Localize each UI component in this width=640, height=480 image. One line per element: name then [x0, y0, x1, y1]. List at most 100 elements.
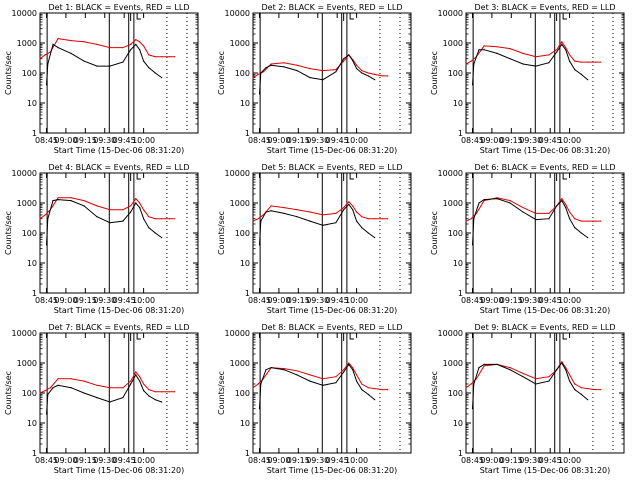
y-tick-label: 10: [453, 259, 463, 268]
chart-title: Det 2: BLACK = Events, RED = LLD: [262, 3, 403, 12]
y-tick-label: 1000: [230, 199, 250, 208]
data-point-events: [260, 72, 262, 74]
data-point-lld: [548, 54, 550, 56]
data-point-lld: [600, 220, 602, 222]
data-point-lld: [470, 218, 472, 220]
data-point-events: [143, 218, 145, 220]
x-tick-label: 08:45: [248, 296, 271, 305]
chart-title: Det 9: BLACK = Events, RED = LLD: [475, 323, 616, 332]
data-point-lld: [122, 209, 124, 211]
x-tick-label: 09:15: [287, 136, 310, 145]
data-point-events: [496, 52, 498, 55]
data-point-lld: [483, 365, 485, 367]
series-line-events: [46, 43, 162, 85]
y-tick-label: 1000: [230, 39, 250, 48]
data-point-lld: [465, 63, 467, 65]
chart-title: Det 4: BLACK = Events, RED = LLD: [49, 163, 190, 172]
data-point-lld: [96, 43, 98, 46]
data-point-lld: [168, 218, 171, 220]
data-point-events: [322, 384, 324, 386]
data-point-lld: [569, 54, 571, 56]
data-point-lld: [161, 218, 163, 220]
data-point-events: [483, 49, 485, 51]
data-point-lld: [356, 374, 358, 376]
x-tick-label: 09:30: [306, 456, 329, 465]
data-point-events: [96, 216, 98, 218]
data-point-lld: [309, 68, 311, 70]
y-axis-label: Counts/sec: [217, 51, 226, 95]
data-point-events: [83, 60, 85, 62]
y-tick-label: 1: [32, 449, 37, 458]
series-line-events: [46, 199, 162, 245]
data-point-events: [45, 244, 48, 246]
data-point-events: [509, 369, 511, 371]
series-line-lld: [252, 54, 388, 79]
data-point-events: [522, 63, 524, 65]
x-tick-label: 09:45: [113, 456, 136, 465]
data-point-lld: [296, 370, 298, 372]
data-point-lld: [387, 389, 389, 391]
series-line-lld: [465, 360, 601, 391]
y-tick-label: 10000: [225, 329, 250, 338]
x-axis-label: Start Time (15-Dec-06 08:31:20): [54, 306, 185, 315]
data-point-lld: [122, 47, 124, 49]
data-point-lld: [335, 376, 337, 378]
x-tick-label: 10:00: [345, 136, 368, 145]
data-point-lld: [130, 43, 132, 46]
data-point-lld: [168, 56, 171, 58]
x-tick-label: 08:45: [461, 296, 484, 305]
interval-bracket-mark: [562, 333, 568, 340]
data-point-events: [343, 371, 345, 373]
x-tick-label: 08:45: [248, 136, 271, 145]
data-point-events: [574, 389, 576, 391]
data-point-lld: [57, 197, 59, 199]
x-tick-label: 10:00: [558, 456, 581, 465]
data-point-lld: [348, 362, 350, 364]
y-tick-label: 100: [448, 389, 463, 398]
data-point-events: [135, 202, 137, 204]
data-point-events: [130, 383, 132, 385]
chart-title: Det 6: BLACK = Events, RED = LLD: [475, 163, 616, 172]
x-tick-label: 08:45: [35, 296, 58, 305]
y-tick-label: 1000: [17, 359, 37, 368]
data-point-events: [535, 219, 537, 221]
data-point-lld: [296, 209, 298, 211]
data-point-events: [471, 244, 474, 246]
data-point-lld: [367, 387, 369, 389]
y-axis-label: Counts/sec: [430, 51, 439, 95]
data-point-lld: [522, 207, 524, 209]
data-point-events: [335, 382, 337, 384]
x-tick-label: 10:00: [132, 456, 155, 465]
data-point-events: [580, 73, 582, 75]
y-tick-label: 100: [235, 229, 250, 238]
data-point-events: [161, 237, 163, 239]
y-tick-label: 1000: [230, 359, 250, 368]
data-point-lld: [594, 220, 597, 222]
y-tick-label: 10: [240, 99, 250, 108]
data-point-events: [45, 413, 48, 415]
data-point-events: [47, 393, 49, 395]
data-point-lld: [535, 56, 537, 58]
data-point-lld: [335, 69, 337, 71]
x-tick-label: 09:45: [326, 136, 349, 145]
data-point-events: [122, 397, 124, 399]
data-point-events: [322, 224, 324, 226]
series-line-events: [259, 54, 375, 95]
data-point-lld: [565, 203, 567, 205]
y-tick-label: 100: [235, 69, 250, 78]
data-point-events: [580, 232, 582, 234]
x-axis-label: Start Time (15-Dec-06 08:31:20): [54, 146, 185, 155]
y-tick-label: 1000: [443, 39, 463, 48]
data-point-lld: [122, 387, 124, 389]
data-point-events: [122, 220, 124, 222]
data-point-events: [478, 49, 480, 51]
data-point-lld: [135, 39, 137, 41]
data-point-events: [148, 67, 150, 69]
data-point-lld: [252, 77, 254, 79]
data-point-events: [361, 72, 363, 74]
data-point-events: [561, 362, 563, 364]
chart-panel-3: Det 3: BLACK = Events, RED = LLD 1 10 100 10…: [430, 3, 625, 155]
series-line-events: [259, 203, 375, 245]
data-point-events: [109, 65, 111, 67]
data-point-events: [587, 237, 589, 239]
